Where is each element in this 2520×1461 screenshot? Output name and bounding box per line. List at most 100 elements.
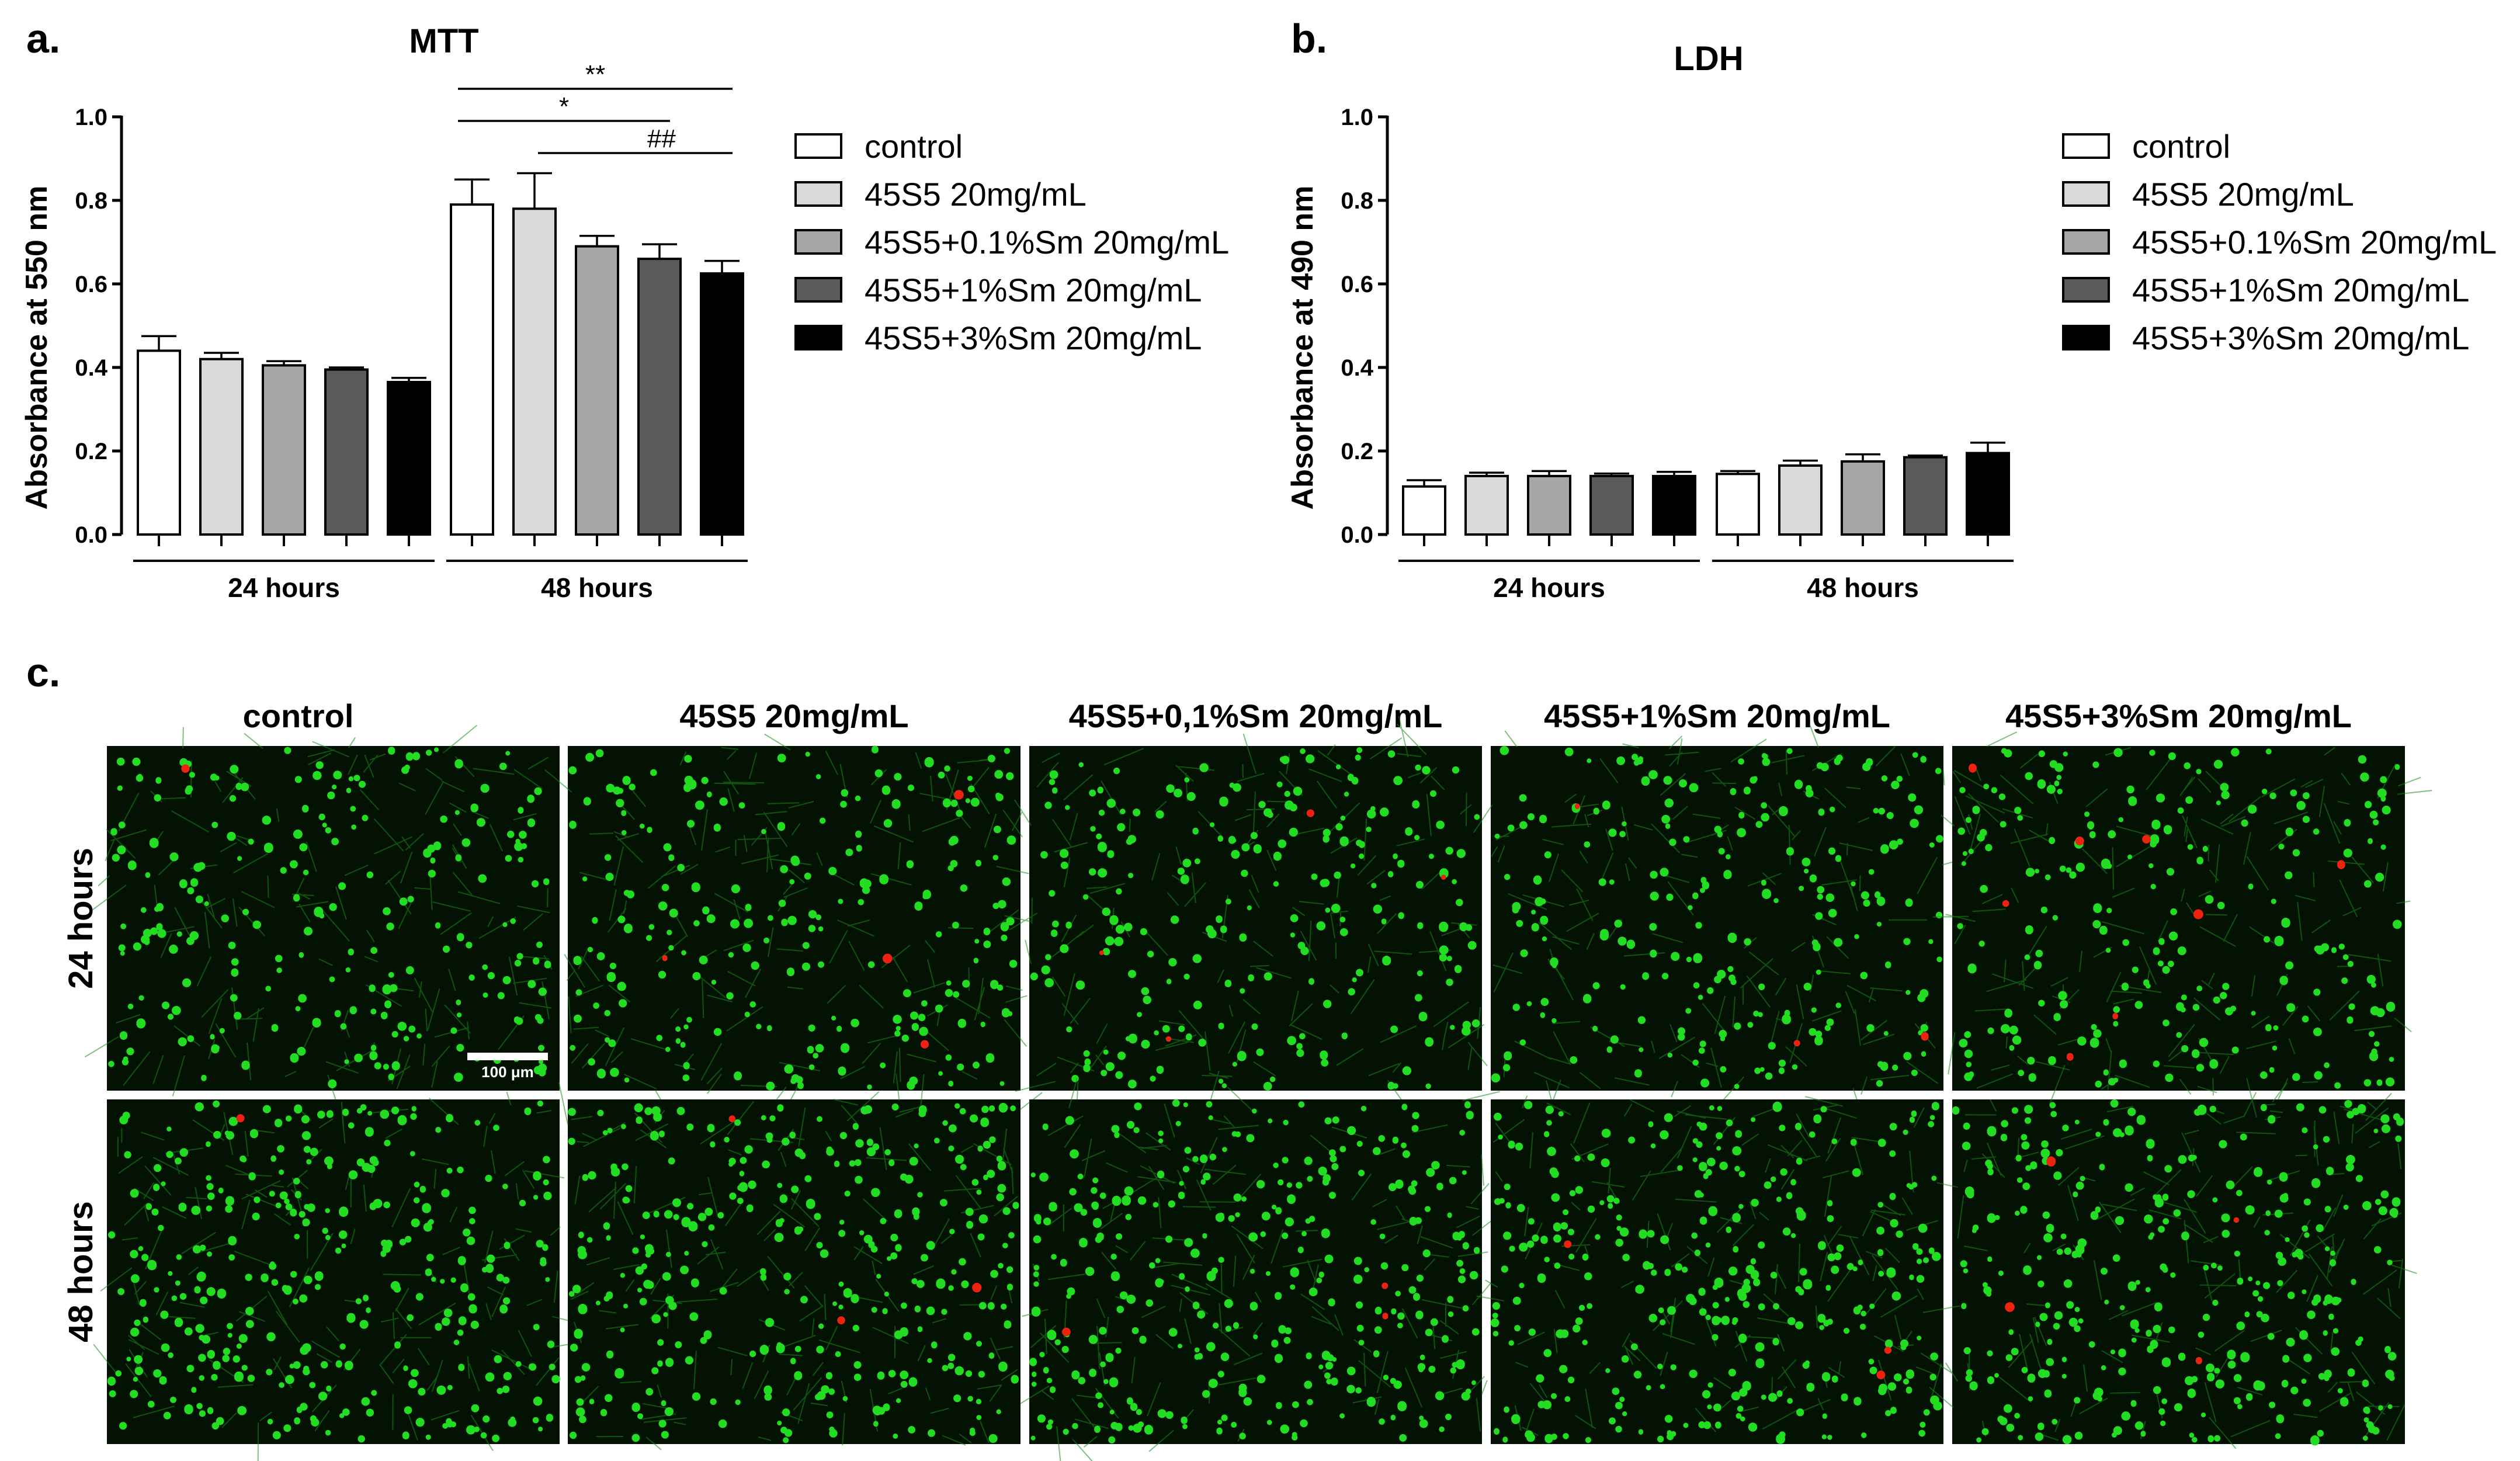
chartA-bar-48-hours-45s5-3-sm-20mg-ml <box>700 272 744 536</box>
legend-label-45s5-0-1-sm-20mg-ml: 45S5+0.1%Sm 20mg/mL <box>2132 224 2497 261</box>
chartA-bar-48-hours-45s5-20mg-ml <box>512 207 557 536</box>
micrograph-grid: control 45S5 20mg/mL 45S5+0,1%Sm 20mg/mL 45… <box>62 697 2432 1461</box>
legend-swatch-45s5-3-sm-20mg-ml <box>794 325 842 350</box>
legend-swatch-45s5-0-1-sm-20mg-ml <box>2062 229 2110 255</box>
micrograph-column-45s5-3-sm-20mg-ml: 45S5+3%Sm 20mg/mL <box>2005 697 2352 734</box>
chartA-group-label: 24 hours <box>228 572 340 603</box>
legend-label-45s5-20mg-ml: 45S5 20mg/mL <box>865 176 1087 213</box>
chartA-significance-label: ## <box>647 124 676 153</box>
chartB-bar-24-hours-control <box>1402 485 1446 536</box>
legend-label-45s5-1-sm-20mg-ml: 45S5+1%Sm 20mg/mL <box>2132 272 2469 308</box>
dead-cells <box>181 764 190 773</box>
chartB-bar-24-hours-45s5-0-1-sm-20mg-ml <box>1527 474 1571 536</box>
chartA-bar-24-hours-45s5-0-1-sm-20mg-ml <box>262 364 306 536</box>
chartB-bar-24-hours-45s5-3-sm-20mg-ml <box>1652 474 1696 536</box>
chartB-bar-24-hours-45s5-1-sm-20mg-ml <box>1589 474 1634 536</box>
chartA-y-tick-label: 0.6 <box>75 272 107 297</box>
dead-cells <box>236 1114 245 1123</box>
chartA-y-tick-label: 0.2 <box>75 439 107 464</box>
micrograph-24-hours-45s5-0-1-sm-20mg-ml <box>1004 716 1488 1116</box>
chartB-y-tick-label: 1.0 <box>1341 105 1373 130</box>
cell-processes <box>1932 731 2432 1114</box>
chartA-bar-48-hours-45s5-0-1-sm-20mg-ml <box>575 245 619 536</box>
micrograph-row-24-hours: 24 hours <box>62 848 100 989</box>
mtt-chart-title: MTT <box>409 22 478 60</box>
chartA-bar-24-hours-45s5-3-sm-20mg-ml <box>387 381 431 536</box>
ldh-chart-title: LDH <box>1674 40 1743 78</box>
legend-swatch-45s5-20mg-ml <box>2062 181 2110 207</box>
micrograph-background <box>107 746 560 1091</box>
micrograph-24-hours-control <box>84 724 560 1102</box>
legend-swatch-45s5-1-sm-20mg-ml <box>794 277 842 303</box>
micrograph-background <box>1491 746 1943 1091</box>
live-cells <box>1029 1099 1480 1443</box>
legend-label-45s5-3-sm-20mg-ml: 45S5+3%Sm 20mg/mL <box>2132 320 2469 356</box>
chartA-bar-48-hours-45s5-1-sm-20mg-ml <box>637 258 682 536</box>
micrograph-column-45s5-0-1-sm-20mg-ml: 45S5+0,1%Sm 20mg/mL <box>1069 697 1443 734</box>
legend-label-control: control <box>2132 128 2230 165</box>
chartB-bar-48-hours-45s5-1-sm-20mg-ml <box>1903 456 1948 536</box>
micrograph-24-hours-45s5-3-sm-20mg-ml <box>1932 731 2432 1114</box>
live-cells <box>568 745 1018 1091</box>
chartA-group-label: 48 hours <box>541 572 653 603</box>
chartB-y-tick-label: 0.0 <box>1341 522 1373 548</box>
micrograph-48-hours-45s5-20mg-ml <box>558 1073 1043 1450</box>
scale-bar-label: 100 μm <box>481 1063 534 1081</box>
legend-label-45s5-20mg-ml: 45S5 20mg/mL <box>2132 176 2354 213</box>
live-cells <box>1491 746 1943 1089</box>
micrograph-column-45s5-20mg-ml: 45S5 20mg/mL <box>679 697 908 734</box>
chartA-bar-24-hours-45s5-20mg-ml <box>199 358 244 536</box>
cell-processes <box>1920 1064 2417 1449</box>
legend-swatch-control <box>2062 133 2110 159</box>
legend-swatch-45s5-3-sm-20mg-ml <box>2062 325 2110 350</box>
micrograph-24-hours-45s5-1-sm-20mg-ml <box>1473 725 1980 1120</box>
panel-label-b: b. <box>1291 16 1327 61</box>
micrograph-48-hours-45s5-1-sm-20mg-ml <box>1476 1080 1943 1444</box>
chartA-y-tick-label: 1.0 <box>75 105 107 130</box>
mtt-y-axis-label: Absorbance at 550 nm <box>20 186 54 510</box>
chartB-y-tick-label: 0.2 <box>1341 439 1373 464</box>
micrograph-row-48-hours: 48 hours <box>62 1201 100 1342</box>
micrograph-background <box>1491 1099 1943 1444</box>
micrograph-column-control: control <box>243 697 354 734</box>
chartA-bar-24-hours-control <box>137 349 181 536</box>
panel-label-a: a. <box>26 16 60 61</box>
chartA-y-tick-label: 0.4 <box>75 355 107 381</box>
chartB-bar-48-hours-45s5-3-sm-20mg-ml <box>1966 452 2010 536</box>
legend-swatch-control <box>794 133 842 159</box>
chartB-bar-48-hours-45s5-20mg-ml <box>1778 464 1823 536</box>
legend-swatch-45s5-0-1-sm-20mg-ml <box>794 229 842 255</box>
chartB-bar-48-hours-45s5-0-1-sm-20mg-ml <box>1841 460 1885 536</box>
chartB-y-tick-label: 0.4 <box>1341 355 1373 381</box>
legend-swatch-45s5-20mg-ml <box>794 181 842 207</box>
chartA-significance-label: ** <box>585 60 605 89</box>
chartA-y-tick-label: 0.8 <box>75 188 107 214</box>
micrograph-48-hours-45s5-0-1-sm-20mg-ml <box>1020 1078 1500 1461</box>
chartA-bar-24-hours-45s5-1-sm-20mg-ml <box>324 368 369 536</box>
micrograph-background <box>1029 1099 1482 1444</box>
legend-swatch-45s5-1-sm-20mg-ml <box>2062 277 2110 303</box>
micrograph-48-hours-45s5-3-sm-20mg-ml <box>1920 1064 2417 1449</box>
chartB-y-tick-label: 0.8 <box>1341 188 1373 214</box>
chartB-bar-48-hours-control <box>1716 473 1760 536</box>
ldh-y-axis-label: Absorbance at 490 nm <box>1286 186 1320 510</box>
panel-label-c: c. <box>26 650 60 695</box>
micrograph-background <box>1029 746 1482 1091</box>
chartA-significance-label: * <box>559 92 569 121</box>
micrograph-24-hours-45s5-20mg-ml <box>544 733 1029 1123</box>
ldh-legend: control 45S5 20mg/mL 45S5+0.1%Sm 20mg/mL 45… <box>2062 128 2497 356</box>
mtt-legend: control 45S5 20mg/mL 45S5+0.1%Sm 20mg/mL 45… <box>794 128 1229 356</box>
micrograph-column-45s5-1-sm-20mg-ml: 45S5+1%Sm 20mg/mL <box>1544 697 1890 734</box>
chartB-group-label: 48 hours <box>1807 572 1919 603</box>
live-cells <box>1952 1099 2404 1446</box>
live-cells <box>1957 748 2402 1089</box>
legend-label-45s5-3-sm-20mg-ml: 45S5+3%Sm 20mg/mL <box>865 320 1202 356</box>
chartB-group-label: 24 hours <box>1493 572 1605 603</box>
chartA-bar-48-hours-control <box>450 203 494 536</box>
micrograph-48-hours-control <box>93 1091 581 1461</box>
micrograph-background <box>1952 1099 2405 1444</box>
chartA-y-tick-label: 0.0 <box>75 522 107 548</box>
scale-bar: 100 μm <box>467 1053 548 1081</box>
legend-label-45s5-0-1-sm-20mg-ml: 45S5+0.1%Sm 20mg/mL <box>865 224 1229 261</box>
